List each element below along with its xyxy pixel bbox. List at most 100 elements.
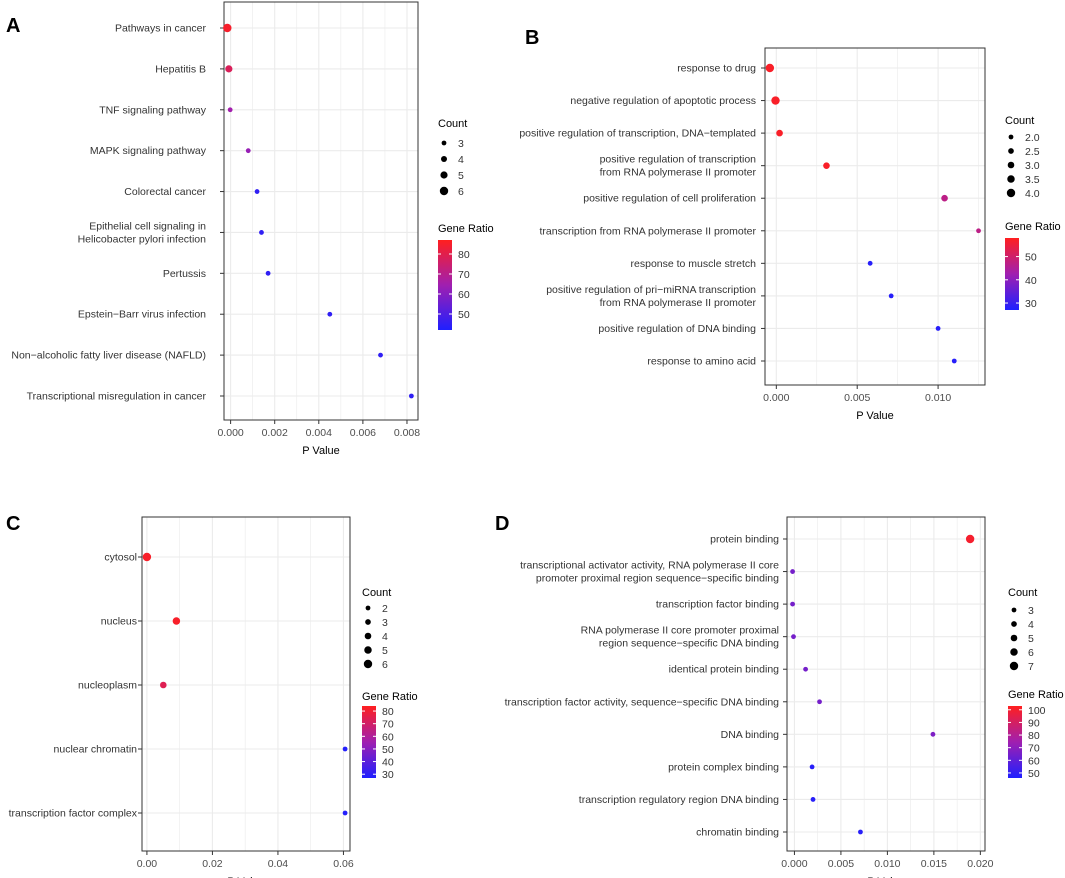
- data-point: [342, 746, 348, 752]
- category-label: TNF signaling pathway: [99, 104, 207, 116]
- count-legend-title: Count: [362, 587, 391, 599]
- data-point: [976, 228, 981, 234]
- count-legend-dot: [1007, 175, 1015, 183]
- x-axis-title: P Value: [856, 410, 894, 422]
- data-point: [225, 65, 233, 73]
- count-legend-label: 2: [382, 603, 388, 615]
- data-point: [790, 569, 795, 574]
- data-point: [227, 107, 233, 113]
- count-legend-label: 7: [1028, 661, 1034, 673]
- ratio-colorbar: [438, 240, 452, 330]
- data-point: [142, 552, 152, 562]
- category-label: nucleus: [101, 616, 137, 628]
- plot-area: [765, 48, 985, 385]
- category-label: cytosol: [104, 552, 137, 564]
- ratio-legend-label: 100: [1028, 705, 1046, 717]
- data-point: [342, 810, 348, 816]
- count-legend-label: 4.0: [1025, 188, 1040, 200]
- ratio-legend-label: 70: [382, 719, 394, 731]
- ratio-legend-title: Gene Ratio: [1008, 689, 1064, 701]
- ratio-legend-label: 50: [1028, 768, 1040, 780]
- ratio-legend-label: 80: [1028, 730, 1040, 742]
- category-label: identical protein binding: [669, 664, 779, 676]
- plot-area: [224, 2, 418, 420]
- category-label: RNA polymerase II core promoter proximal: [581, 625, 779, 637]
- count-legend-label: 3: [458, 138, 464, 150]
- category-label: response to muscle stretch: [631, 258, 757, 270]
- data-point: [965, 534, 975, 544]
- count-legend-dot: [1008, 134, 1014, 140]
- data-point: [776, 129, 783, 137]
- plot-border: [141, 516, 351, 852]
- count-legend-label: 6: [382, 659, 388, 671]
- x-tick-label: 0.015: [921, 858, 947, 870]
- category-label: transcription factor activity, sequence−…: [505, 696, 780, 708]
- count-legend-label: 5: [458, 170, 464, 182]
- x-tick-label: 0.010: [874, 858, 900, 870]
- category-label: positive regulation of pri−miRNA transcr…: [546, 284, 756, 296]
- category-label: Hepatitis B: [155, 63, 206, 75]
- category-label: transcription from RNA polymerase II pro…: [540, 225, 757, 237]
- panel-letter-c: C: [6, 513, 20, 535]
- category-label: transcription regulatory region DNA bind…: [579, 794, 779, 806]
- count-legend-dot: [439, 186, 449, 196]
- data-point: [809, 764, 815, 770]
- ratio-legend-label: 40: [382, 757, 394, 769]
- count-legend-dot: [1010, 648, 1018, 656]
- dotplot-panel-a: Pathways in cancer Hepatitis B TNF signali…: [11, 1, 494, 457]
- data-point: [259, 230, 264, 235]
- ratio-legend-title: Gene Ratio: [1005, 221, 1061, 233]
- ratio-legend-label: 70: [1028, 743, 1040, 755]
- category-label: Epithelial cell signaling in: [89, 220, 206, 232]
- category-label: MAPK signaling pathway: [90, 145, 207, 157]
- category-label: transcription factor complex: [9, 808, 138, 820]
- ratio-colorbar: [362, 706, 376, 778]
- ratio-legend-title: Gene Ratio: [438, 223, 494, 235]
- data-point: [810, 797, 816, 802]
- data-point: [935, 326, 941, 331]
- category-label: Non−alcoholic fatty liver disease (NAFLD…: [11, 350, 206, 362]
- ratio-legend-label: 60: [458, 289, 470, 301]
- count-legend-label: 3.0: [1025, 160, 1040, 172]
- data-point: [790, 601, 795, 607]
- data-point: [858, 829, 863, 835]
- category-label: Epstein−Barr virus infection: [78, 309, 206, 321]
- count-legend-dot: [1008, 148, 1014, 154]
- data-point: [823, 162, 830, 169]
- dotplot-panel-d: protein binding transcriptional activator…: [505, 516, 1064, 878]
- x-tick-label: 0.004: [306, 427, 332, 439]
- count-legend-dot: [363, 659, 373, 669]
- count-legend-title: Count: [1008, 587, 1037, 599]
- count-legend-label: 3: [382, 617, 388, 629]
- x-tick-label: 0.00: [137, 858, 158, 870]
- count-legend-label: 6: [458, 186, 464, 198]
- count-legend-dot: [364, 646, 372, 654]
- category-label: region sequence−specific DNA binding: [599, 638, 779, 650]
- x-tick-label: 0.008: [394, 427, 420, 439]
- panel-letter-a: A: [6, 15, 20, 37]
- count-legend-title: Count: [1005, 115, 1034, 127]
- ratio-legend-label: 70: [458, 269, 470, 281]
- plot-area: [142, 517, 350, 851]
- data-point: [817, 699, 822, 705]
- category-label: Pathways in cancer: [115, 23, 207, 35]
- data-point: [327, 311, 333, 317]
- category-label: Colorectal cancer: [124, 186, 206, 198]
- count-legend-label: 2.5: [1025, 146, 1040, 158]
- plot-border: [764, 47, 986, 386]
- x-tick-label: 0.002: [262, 427, 288, 439]
- x-tick-label: 0.005: [844, 392, 870, 404]
- dotplot-panel-b: response to drug negative regulation of a…: [519, 47, 1061, 422]
- count-legend-dot: [441, 156, 447, 162]
- count-legend-dot: [1007, 161, 1015, 169]
- data-point: [378, 352, 383, 358]
- dotplot-panel-c: cytosol nucleus nucleoplasm nuclear chromat…: [9, 516, 418, 878]
- ratio-legend-label: 50: [1025, 252, 1037, 264]
- ratio-legend-title: Gene Ratio: [362, 691, 418, 703]
- count-legend-label: 3.5: [1025, 174, 1040, 186]
- count-legend-label: 5: [1028, 633, 1034, 645]
- data-point: [265, 270, 271, 276]
- category-label: from RNA polymerase II promoter: [600, 297, 757, 309]
- x-tick-label: 0.006: [350, 427, 376, 439]
